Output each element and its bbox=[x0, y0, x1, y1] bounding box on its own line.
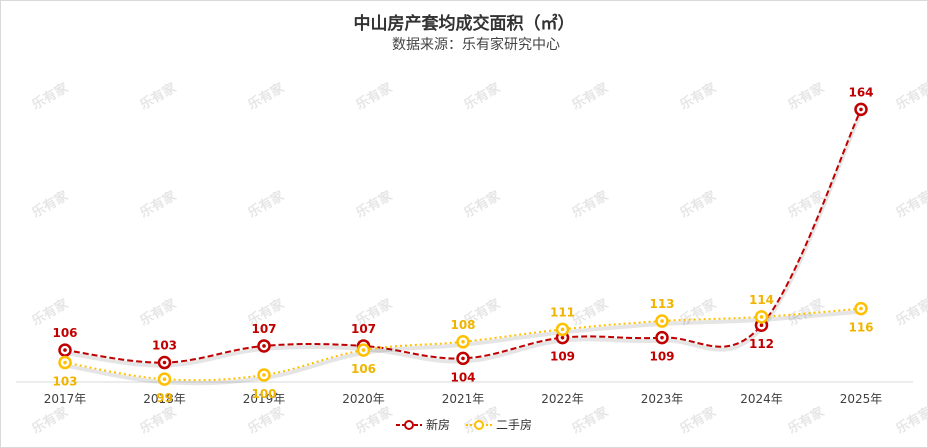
series-1-point-core bbox=[759, 315, 764, 319]
series-1-data-label: 108 bbox=[450, 318, 475, 332]
series-0-point-core bbox=[759, 323, 764, 328]
series-1-point-core bbox=[859, 306, 863, 311]
watermark-text: 乐有家 bbox=[461, 79, 504, 113]
series-0-point-core bbox=[162, 360, 167, 365]
series-1-point-core bbox=[660, 319, 664, 323]
series-line-0 bbox=[64, 108, 862, 364]
series-1-point-core bbox=[560, 327, 565, 332]
series-1-data-label: 106 bbox=[351, 362, 376, 376]
watermark-text: 乐有家 bbox=[893, 295, 928, 329]
series-0-data-label: 112 bbox=[749, 337, 774, 351]
series-0-point-core bbox=[660, 335, 664, 340]
x-tick-label: 2020年 bbox=[342, 392, 385, 406]
x-tick-label: 2019年 bbox=[243, 392, 286, 406]
watermark-text: 乐有家 bbox=[893, 79, 928, 113]
x-tick-label: 2018年 bbox=[143, 392, 186, 406]
watermark-text: 乐有家 bbox=[29, 79, 72, 113]
watermark-text: 乐有家 bbox=[353, 187, 396, 221]
legend-item[interactable]: 新房 bbox=[395, 416, 450, 433]
x-tick-label: 2022年 bbox=[541, 392, 584, 406]
watermark-text: 乐有家 bbox=[677, 187, 720, 221]
watermark-text: 乐有家 bbox=[245, 187, 288, 221]
series-1-point-core bbox=[63, 360, 67, 365]
watermark-text: 乐有家 bbox=[569, 79, 612, 113]
watermark-text: 乐有家 bbox=[137, 79, 180, 113]
legend-item[interactable]: 二手房 bbox=[466, 416, 532, 433]
series-1-data-label: 116 bbox=[848, 321, 873, 335]
series-0-data-label: 109 bbox=[550, 350, 575, 364]
watermark-text: 乐有家 bbox=[569, 295, 612, 329]
watermark-text: 乐有家 bbox=[137, 187, 180, 221]
series-0-data-label: 104 bbox=[450, 370, 475, 384]
legend-label: 新房 bbox=[425, 418, 450, 432]
watermark-text: 乐有家 bbox=[785, 79, 828, 113]
series-1-point-core bbox=[262, 373, 266, 377]
series-1-data-label: 99 bbox=[156, 391, 173, 405]
series-line-1 bbox=[64, 307, 862, 382]
legend-label: 二手房 bbox=[496, 418, 533, 432]
series-0-data-label: 103 bbox=[152, 339, 177, 353]
x-tick-label: 2025年 bbox=[840, 392, 883, 406]
series-1-data-label: 114 bbox=[749, 293, 774, 307]
series-0-point-core bbox=[859, 107, 863, 112]
chart-legend: 新房 二手房 bbox=[0, 416, 928, 433]
watermark-text: 乐有家 bbox=[677, 79, 720, 113]
chart-subtitle: 数据来源：乐有家研究中心 bbox=[392, 37, 560, 53]
watermark-text: 乐有家 bbox=[461, 187, 504, 221]
watermark-text: 乐有家 bbox=[569, 187, 612, 221]
series-1-point-core bbox=[162, 377, 167, 381]
series-0-data-label: 106 bbox=[52, 326, 77, 340]
series-0-data-label: 109 bbox=[649, 350, 674, 364]
series-1-data-label: 113 bbox=[649, 297, 674, 311]
series-0-point-core bbox=[63, 348, 67, 352]
watermark-text: 乐有家 bbox=[29, 295, 72, 329]
x-tick-label: 2024年 bbox=[740, 392, 783, 406]
series-1-data-label: 100 bbox=[251, 387, 276, 401]
series-1-data-label: 111 bbox=[550, 305, 575, 319]
x-tick-label: 2021年 bbox=[442, 392, 485, 406]
watermark-text: 乐有家 bbox=[353, 79, 396, 113]
watermark-text: 乐有家 bbox=[785, 295, 828, 329]
series-1-point-core bbox=[361, 348, 366, 352]
x-tick-label: 2023年 bbox=[641, 392, 684, 406]
watermark-text: 乐有家 bbox=[137, 295, 180, 329]
series-0-data-label: 107 bbox=[351, 322, 376, 336]
x-tick-label: 2017年 bbox=[44, 392, 87, 406]
watermark-text: 乐有家 bbox=[29, 187, 72, 221]
series-0-data-label: 164 bbox=[848, 85, 873, 99]
series-1-point-core bbox=[461, 340, 465, 344]
chart-title: 中山房产套均成交面积（㎡） bbox=[353, 14, 575, 34]
watermark-text: 乐有家 bbox=[245, 79, 288, 113]
series-0-data-label: 107 bbox=[251, 322, 276, 336]
series-0-point-core bbox=[461, 356, 465, 361]
legend-swatch bbox=[466, 419, 492, 430]
series-1-data-label: 103 bbox=[52, 375, 77, 389]
series-0-point-core bbox=[560, 335, 565, 340]
legend-swatch bbox=[395, 419, 422, 430]
watermark-text: 乐有家 bbox=[893, 187, 928, 221]
series-0-point-core bbox=[262, 344, 266, 348]
